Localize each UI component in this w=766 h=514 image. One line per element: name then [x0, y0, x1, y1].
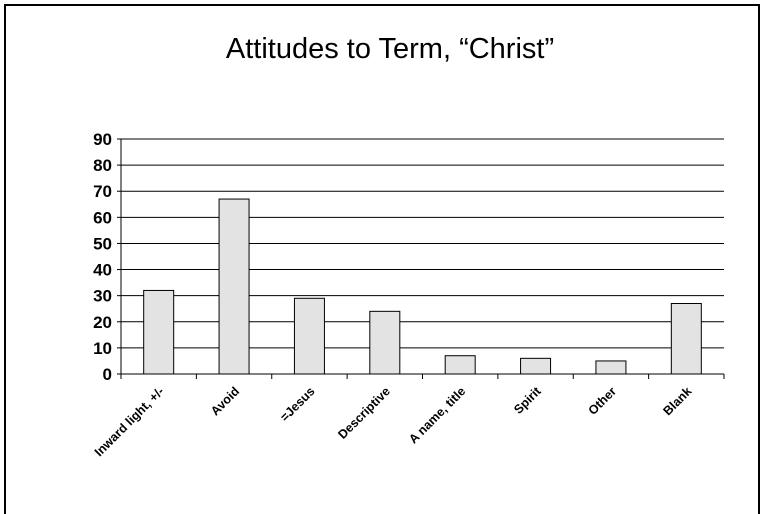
bar-6 [595, 360, 627, 375]
axes [117, 138, 725, 379]
chart-title: Attitudes to Term, “Christ” [226, 33, 554, 65]
y-tick-label-8: 80 [93, 156, 112, 175]
x-category-label-3: Descriptive [335, 384, 393, 442]
y-tick-label-2: 20 [93, 313, 112, 332]
bar-7 [670, 303, 702, 375]
y-tick-label-1: 10 [93, 339, 112, 358]
y-tick-label-7: 70 [93, 182, 112, 201]
y-tick-label-3: 30 [93, 287, 112, 306]
x-category-label-1: Avoid [208, 384, 242, 418]
x-category-label-4: A name, title [406, 384, 468, 446]
bars [143, 198, 702, 375]
y-tick-label-6: 60 [93, 208, 112, 227]
chart-frame [4, 4, 760, 514]
bar-0 [143, 289, 175, 375]
bar-3 [369, 310, 401, 375]
y-tick-label-5: 50 [93, 234, 112, 253]
y-tick-label-4: 40 [93, 261, 112, 280]
x-category-label-2: =Jesus [277, 384, 317, 424]
y-tick-label-0: 0 [103, 365, 112, 384]
gridlines [121, 138, 724, 349]
x-category-label-0: Inward light, +/- [92, 384, 167, 459]
x-category-label-7: Blank [660, 384, 694, 418]
bar-4 [444, 355, 476, 375]
bar-1 [218, 198, 250, 375]
y-tick-label-9: 90 [93, 130, 112, 149]
x-category-label-5: Spirit [511, 384, 544, 417]
bar-2 [293, 297, 325, 375]
x-category-labels: Inward light, +/- Avoid =Jesus Descriptive A… [92, 384, 695, 460]
y-tick-labels: 0 10 20 30 40 50 60 70 80 90 [93, 130, 112, 384]
bar-5 [520, 357, 552, 375]
x-category-label-6: Other [586, 384, 620, 418]
